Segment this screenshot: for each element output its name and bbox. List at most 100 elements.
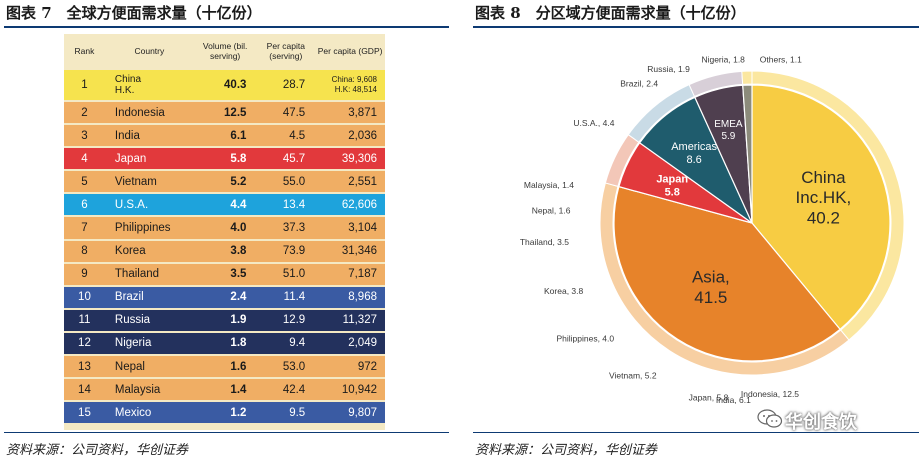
pie-slice [742, 84, 753, 224]
country-cell: Thailand [104, 263, 194, 285]
rank-cell: 11 [64, 309, 105, 331]
table-row: 4 Japan 5.8 45.7 39,306 [64, 148, 385, 170]
outer-country-label: Others, 1.1 [760, 55, 802, 65]
country-cell: U.S.A. [104, 194, 194, 216]
per-gdp-cell: 2,036 [315, 125, 385, 147]
volume-cell: 6.1 [193, 125, 257, 147]
table-row: 10 Brazil 2.4 11.4 8,968 [64, 286, 385, 308]
pie-slice [751, 84, 891, 331]
watermark-text: 华创食饮 [785, 412, 857, 432]
right-figure-title: 图表 8 分区域方便面需求量（十亿份） [475, 4, 746, 22]
per-serving-cell: 11.4 [256, 286, 316, 308]
table-row: 9 Thailand 3.5 51.0 7,187 [64, 263, 385, 285]
rank-cell: 2 [64, 102, 105, 124]
per-gdp-cell: 3,871 [315, 102, 385, 124]
pie-slice-label: 40.2 [807, 209, 840, 228]
right-figure-source: 资料来源：公司资料，华创证券 [475, 442, 658, 457]
country-cell: Nigeria [104, 332, 194, 355]
volume-cell: 3.8 [193, 240, 257, 262]
left-figure-source: 资料来源：公司资料，华创证券 [6, 442, 189, 457]
per-gdp-cell: 3,104 [315, 217, 385, 239]
col-header-per-gdp: Per capita (GDP) [317, 46, 383, 57]
wechat-icon [757, 409, 783, 428]
col-header-volume: Volume (bil. serving) [202, 41, 248, 61]
country-cell: Mexico [104, 402, 194, 424]
rank-cell: 1 [64, 70, 105, 100]
rank-cell: 13 [64, 356, 105, 378]
volume-cell: 4.0 [193, 217, 257, 239]
outer-country-label: India, 6.1 [716, 395, 751, 405]
pie-slice-label: Japan [656, 173, 688, 185]
rank-cell: 4 [64, 148, 105, 170]
pie-slice-label: 5.9 [721, 131, 735, 142]
outer-country-label: Philippines, 4.0 [556, 334, 614, 344]
outer-country-label: Korea, 3.8 [544, 286, 583, 296]
pie-slice-label: 5.8 [665, 187, 680, 199]
per-serving-cell: 9.4 [256, 332, 316, 355]
per-gdp-cell: 9,807 [315, 402, 385, 424]
table-row: 11 Russia 1.9 12.9 11,327 [64, 309, 385, 331]
pie-slice-label: Asia, [692, 268, 730, 287]
rank-cell: 15 [64, 402, 105, 424]
volume-cell: 12.5 [193, 102, 257, 124]
volume-cell: 4.4 [193, 194, 257, 216]
table-row: 6 U.S.A. 4.4 13.4 62,606 [64, 194, 385, 216]
col-header-rank: Rank [74, 46, 95, 57]
country-cell: China H.K. [104, 70, 194, 100]
rank-cell: 5 [64, 171, 105, 193]
table-row: 7 Philippines 4.0 37.3 3,104 [64, 217, 385, 239]
pie-slice-label: China [801, 168, 846, 187]
ranking-table: Rank Country Volume (bil. serving) Per c… [64, 34, 385, 425]
outer-country-label: Nigeria, 1.8 [701, 55, 745, 65]
table-body: 1 China H.K. 40.3 28.7 China: 9,608 H.K: 48,51… [64, 70, 385, 424]
country-cell-line2: H.K. [114, 85, 135, 96]
table-row: 8 Korea 3.8 73.9 31,346 [64, 240, 385, 262]
rank-cell: 14 [64, 379, 105, 401]
per-serving-cell: 47.5 [256, 102, 316, 124]
right-title-rule [473, 26, 919, 28]
country-cell: Philippines [104, 217, 194, 239]
left-source-rule [4, 432, 449, 433]
right-source-rule [473, 432, 919, 433]
rank-cell: 10 [64, 286, 105, 308]
table-row: 1 China H.K. 40.3 28.7 China: 9,608 H.K: 48,51… [64, 70, 385, 100]
country-cell: Nepal [104, 356, 194, 378]
volume-cell: 3.5 [193, 263, 257, 285]
per-gdp-cell: 7,187 [315, 263, 385, 285]
country-cell: Vietnam [104, 171, 194, 193]
per-serving-cell: 4.5 [256, 125, 316, 147]
per-gdp-cell-line1: China: 9,608 [331, 75, 377, 85]
donut-chart-panel: China Inc.HK, 40.2 Asia, 41.5 Japan 5.8 America… [500, 34, 921, 430]
country-cell: Malaysia [104, 379, 194, 401]
country-cell: Russia [104, 309, 194, 331]
rank-cell: 12 [64, 332, 105, 355]
outer-country-label: Brazil, 2.4 [620, 79, 658, 89]
rank-cell: 9 [64, 263, 105, 285]
per-serving-cell: 9.5 [256, 402, 316, 424]
per-gdp-cell: 11,327 [315, 309, 385, 331]
outer-country-label: Indonesia, 12.5 [741, 389, 799, 399]
country-cell: Indonesia [104, 102, 194, 124]
table-row: 15 Mexico 1.2 9.5 9,807 [64, 402, 385, 424]
country-cell: India [104, 125, 194, 147]
per-serving-cell: 13.4 [256, 194, 316, 216]
volume-cell: 40.3 [193, 70, 257, 100]
table-header-row: Rank Country Volume (bil. serving) Per c… [64, 36, 385, 68]
outer-country-label: Vietnam, 5.2 [609, 371, 657, 381]
per-gdp-cell: 10,942 [315, 379, 385, 401]
volume-cell: 1.6 [193, 356, 257, 378]
ranking-table-panel: Rank Country Volume (bil. serving) Per c… [64, 34, 385, 430]
per-serving-cell: 51.0 [256, 263, 316, 285]
per-serving-cell: 55.0 [256, 171, 316, 193]
col-header-country: Country [134, 46, 165, 57]
outer-country-label: Thailand, 3.5 [520, 237, 569, 247]
outer-ring [599, 70, 905, 376]
outer-ring-segment [741, 70, 753, 85]
volume-cell: 5.8 [193, 148, 257, 170]
country-cell: Japan [104, 148, 194, 170]
pie-slice-label: 8.6 [686, 154, 701, 166]
volume-cell: 5.2 [193, 171, 257, 193]
table-row: 5 Vietnam 5.2 55.0 2,551 [64, 171, 385, 193]
per-serving-cell: 12.9 [256, 309, 316, 331]
